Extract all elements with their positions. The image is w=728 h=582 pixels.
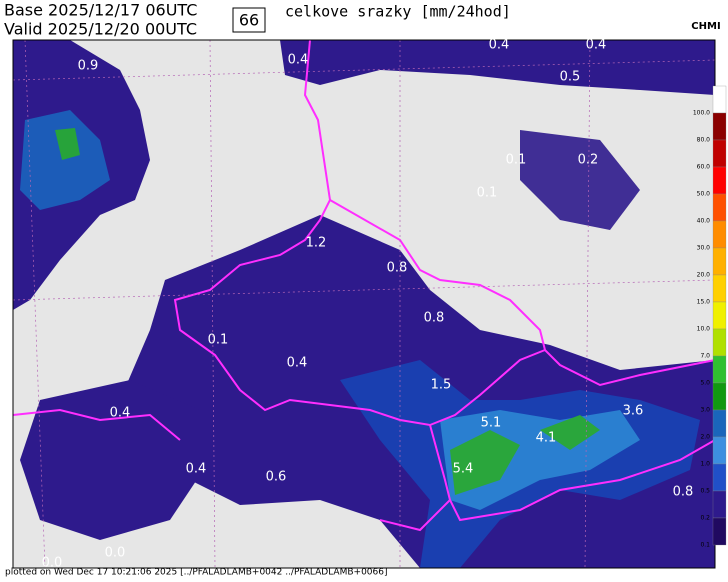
map-value-label: 0.0 xyxy=(105,546,126,561)
graticule xyxy=(12,39,716,569)
map-value-label: 0.4 xyxy=(586,38,607,53)
map-value-label: 0.8 xyxy=(387,261,408,276)
forecast-step: 66 xyxy=(239,11,259,30)
legend-swatch xyxy=(712,409,727,438)
map-value-label: 0.4 xyxy=(489,38,510,53)
legend-swatch xyxy=(712,301,727,330)
logo: CHMI xyxy=(691,21,720,32)
base-time: Base 2025/12/17 06UTC xyxy=(4,1,197,20)
legend-swatch xyxy=(712,490,727,519)
legend-swatch xyxy=(712,274,727,303)
valid-time: Valid 2025/12/20 00UTC xyxy=(4,20,197,39)
legend-label: 80.0 xyxy=(697,137,711,144)
map-value-label: 0.5 xyxy=(560,70,581,85)
map-value-label: 0.6 xyxy=(266,470,287,485)
legend-label: 50.0 xyxy=(697,191,711,198)
legend-label: 40.0 xyxy=(697,218,711,225)
legend-swatch xyxy=(712,220,727,249)
map-value-label: 1.5 xyxy=(431,378,452,393)
map-value-label: 0.8 xyxy=(424,311,445,326)
map-value-label: 0.2 xyxy=(578,153,599,168)
legend-label: 0.2 xyxy=(700,515,710,522)
map-value-label: 0.1 xyxy=(506,153,527,168)
legend-swatch xyxy=(712,436,727,465)
map-value-label: 0.4 xyxy=(287,356,308,371)
legend-swatch xyxy=(712,139,727,168)
map-value-label: 0.0 xyxy=(42,556,63,571)
footer: plotted on Wed Dec 17 10:21:06 2025 [../… xyxy=(5,568,387,578)
legend-label: 5.0 xyxy=(700,380,710,387)
legend-label: 0.1 xyxy=(700,542,710,549)
map-value-label: 5.1 xyxy=(481,416,502,431)
legend-swatch xyxy=(712,166,727,195)
map-value-label: 0.1 xyxy=(477,186,498,201)
title: celkove srazky [mm/24hod] xyxy=(285,3,511,21)
map-value-label: 0.4 xyxy=(186,462,207,477)
legend-swatch xyxy=(712,85,727,114)
legend-swatch xyxy=(712,382,727,411)
map-value-label: 0.1 xyxy=(208,333,229,348)
legend-label: 10.0 xyxy=(697,326,711,333)
map-value-label: 0.8 xyxy=(673,485,694,500)
legend-label: 100.0 xyxy=(693,110,710,117)
legend-label: 15.0 xyxy=(697,299,711,306)
legend-swatch xyxy=(712,328,727,357)
legend-label: 3.0 xyxy=(700,407,710,414)
legend-swatch xyxy=(712,193,727,222)
precipitation-field xyxy=(13,40,715,568)
legend-swatch xyxy=(712,112,727,141)
legend-label: 60.0 xyxy=(697,164,711,171)
map-value-label: 0.4 xyxy=(110,406,131,421)
legend-label: 1.0 xyxy=(700,461,710,468)
map-value-label: 4.1 xyxy=(536,431,557,446)
map-value-label: 3.6 xyxy=(623,404,644,419)
legend-label: 7.0 xyxy=(700,353,710,360)
legend-label: 30.0 xyxy=(697,245,711,252)
legend-label: 0.5 xyxy=(700,488,710,495)
legend-swatch xyxy=(712,463,727,492)
map-value-label: 0.9 xyxy=(78,59,99,74)
legend: 100.0 80.0 60.0 50.0 40.0 30.0 20.0 15.0 10.0 7.0… xyxy=(693,85,727,549)
step-box xyxy=(232,7,266,33)
map-value-label: 5.4 xyxy=(453,462,474,477)
borders xyxy=(12,39,716,532)
map-labels: 0.9 0.4 0.4 0.4 0.5 0.1 0.2 0.1 1.2 0.8 0.8 0.1 0.4 1… xyxy=(42,38,694,571)
map-value-label: 0.4 xyxy=(288,53,309,68)
legend-swatch xyxy=(712,247,727,276)
legend-label: 2.0 xyxy=(700,434,710,441)
legend-swatch xyxy=(712,517,727,546)
map-value-label: 1.2 xyxy=(306,236,327,251)
legend-swatch xyxy=(712,355,727,384)
legend-label: 20.0 xyxy=(697,272,711,279)
